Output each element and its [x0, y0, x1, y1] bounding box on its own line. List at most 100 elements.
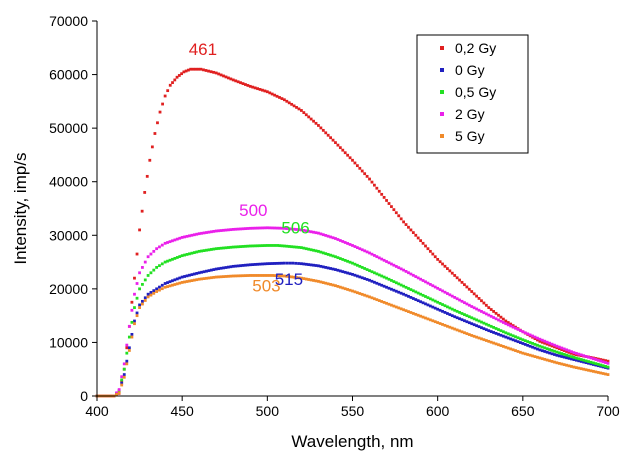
- data-point: [392, 208, 396, 212]
- data-point: [348, 260, 352, 264]
- data-point: [227, 274, 230, 278]
- data-point: [319, 250, 323, 254]
- data-point: [494, 331, 498, 335]
- data-point: [390, 303, 393, 307]
- data-point: [278, 274, 281, 278]
- data-point: [158, 288, 161, 292]
- data-point: [346, 271, 350, 275]
- data-point: [601, 360, 605, 364]
- data-point: [509, 324, 513, 328]
- data-point: [599, 358, 603, 361]
- data-point: [557, 354, 561, 358]
- data-point: [577, 366, 581, 370]
- data-point: [326, 253, 330, 256]
- data-point: [426, 247, 430, 251]
- data-point: [244, 263, 247, 267]
- data-point: [555, 350, 559, 354]
- data-point: [414, 233, 418, 237]
- data-point: [463, 319, 466, 323]
- y-tick-label: 50000: [49, 120, 88, 136]
- legend-items: 0,2 Gy 0 Gy 0,5 Gy 2 Gy 5 Gy: [440, 40, 496, 144]
- data-point: [487, 306, 491, 310]
- data-point: [168, 280, 172, 284]
- data-point: [521, 338, 525, 342]
- data-point: [180, 275, 184, 279]
- data-point: [351, 244, 354, 247]
- data-point: [421, 315, 425, 319]
- data-point: [346, 153, 350, 157]
- data-point: [200, 249, 204, 253]
- data-point: [489, 340, 493, 344]
- data-point: [521, 330, 525, 334]
- data-point: [380, 192, 384, 196]
- data-point: [163, 241, 167, 245]
- data-point: [555, 344, 559, 348]
- data-point: [205, 276, 208, 280]
- data-point: [553, 349, 556, 353]
- data-point: [385, 199, 388, 202]
- data-point: [482, 338, 486, 342]
- data-point: [368, 269, 371, 273]
- data-point: [295, 106, 298, 109]
- data-point: [309, 230, 313, 234]
- y-tick-label: 40000: [49, 174, 88, 190]
- data-point: [477, 308, 481, 312]
- data-point: [402, 220, 405, 224]
- data-point: [358, 166, 362, 170]
- data-point: [291, 261, 295, 265]
- data-point: [570, 357, 573, 361]
- data-point: [482, 301, 486, 305]
- data-point: [190, 251, 194, 255]
- data-point: [341, 240, 345, 243]
- data-point: [482, 327, 486, 331]
- data-point: [446, 324, 449, 328]
- data-point: [229, 77, 233, 81]
- data-point: [484, 322, 488, 326]
- data-point: [504, 345, 508, 349]
- data-point: [441, 303, 444, 306]
- data-point: [431, 305, 435, 309]
- data-point: [158, 245, 161, 249]
- data-point: [141, 282, 144, 286]
- data-point: [246, 244, 250, 248]
- data-point: [231, 227, 235, 231]
- data-point: [567, 354, 571, 358]
- data-point: [570, 355, 573, 359]
- data-point: [448, 325, 452, 329]
- data-point: [302, 246, 306, 250]
- data-point: [239, 245, 242, 249]
- data-point: [458, 298, 461, 302]
- data-point: [392, 288, 396, 292]
- data-point: [222, 266, 225, 270]
- data-point: [285, 244, 289, 248]
- data-point: [584, 359, 588, 363]
- data-point: [205, 231, 208, 234]
- data-point: [222, 275, 225, 279]
- data-point: [155, 266, 159, 269]
- data-point: [555, 353, 559, 357]
- data-point: [265, 226, 269, 230]
- data-point: [200, 277, 204, 281]
- data-point: [536, 336, 539, 340]
- data-point: [290, 102, 294, 106]
- data-point: [587, 361, 590, 365]
- data-point: [184, 69, 188, 73]
- data-point: [287, 227, 291, 231]
- data-point: [506, 321, 510, 324]
- data-point: [160, 262, 164, 266]
- data-point: [536, 343, 539, 347]
- data-point: [390, 279, 393, 282]
- data-point: [214, 275, 218, 279]
- data-point: [307, 115, 311, 119]
- data-point: [353, 273, 357, 277]
- data-point: [351, 272, 354, 276]
- data-point: [368, 251, 371, 255]
- data-point: [336, 238, 340, 241]
- data-point: [307, 263, 311, 266]
- data-point: [545, 358, 549, 362]
- data-point: [365, 250, 369, 254]
- data-point: [402, 292, 405, 296]
- data-point: [421, 279, 425, 282]
- data-point: [450, 307, 454, 311]
- data-point: [268, 91, 272, 95]
